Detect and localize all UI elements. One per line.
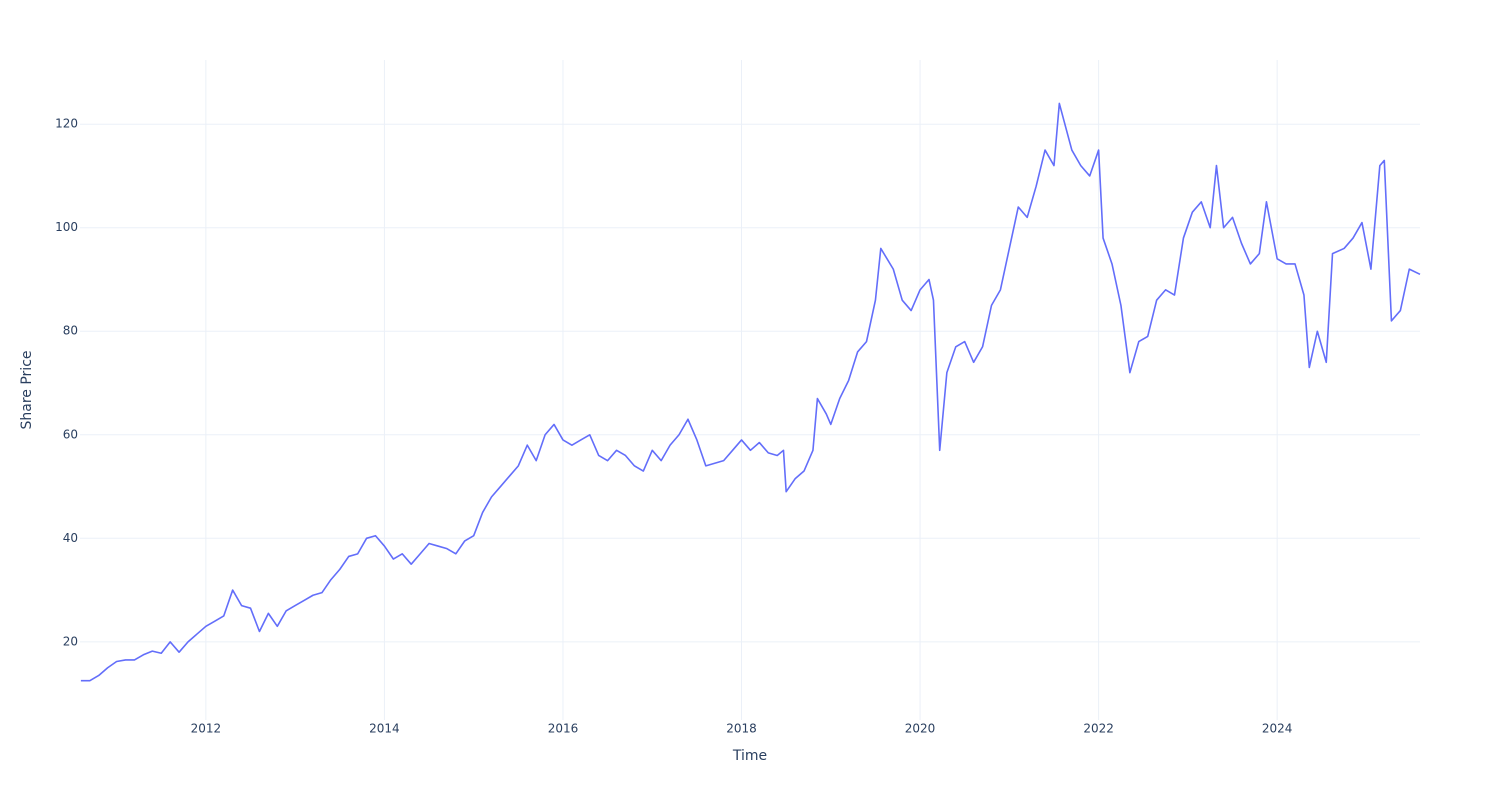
price-line [80,102,1421,682]
x-tick-label: 2020 [905,722,936,736]
y-tick-label: 80 [63,324,78,338]
x-tick-label: 2024 [1262,722,1293,736]
y-tick-label: 60 [63,427,78,441]
x-tick-label: 2016 [548,722,579,736]
y-tick-label: 20 [63,634,78,648]
x-axis-title: Time [732,748,767,764]
x-tick-label: 2012 [191,722,222,736]
y-tick-label: 120 [55,117,78,131]
x-tick-label: 2022 [1083,722,1114,736]
y-axis-title: Share Price [19,350,35,429]
x-tick-label: 2018 [726,722,757,736]
y-tick-label: 40 [63,531,78,545]
y-tick-label: 100 [55,220,78,234]
x-tick-label: 2014 [369,722,400,736]
